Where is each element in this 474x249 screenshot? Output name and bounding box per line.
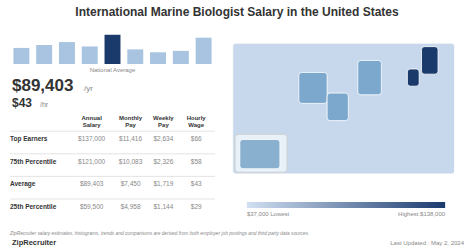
table-header: AnnualSalary xyxy=(81,115,102,128)
bar xyxy=(82,46,98,64)
map-region xyxy=(327,93,348,121)
alaska xyxy=(240,140,280,169)
bars xyxy=(13,35,211,64)
map-region xyxy=(299,72,327,103)
table-value: $43 xyxy=(191,180,202,187)
legend-high: Highest $138,000 xyxy=(398,211,446,217)
salary-small-suffix: /hr xyxy=(40,101,49,108)
bar xyxy=(36,45,52,64)
salary-small: $43 xyxy=(12,96,32,110)
color-legend xyxy=(247,202,445,208)
table-header: HourlyWage xyxy=(187,115,207,128)
table-value: $2,326 xyxy=(153,158,173,165)
footer: ZipRecruiter salary estimates, histogram… xyxy=(9,231,309,236)
table-value: $59,500 xyxy=(80,203,104,210)
table-rule xyxy=(10,199,215,200)
bar xyxy=(150,52,166,64)
logo: ZipRecruiter xyxy=(12,238,56,247)
table-value: $121,000 xyxy=(78,158,105,165)
salary-large-suffix: /yr xyxy=(84,84,93,93)
bar xyxy=(105,35,121,64)
map-body xyxy=(233,43,455,174)
table-header: MonthlyPay xyxy=(119,115,143,128)
bar xyxy=(59,42,75,64)
title: International Marine Biologist Salary in… xyxy=(75,5,399,19)
row-label: 75th Percentile xyxy=(10,158,57,165)
bar xyxy=(196,38,212,64)
table-value: $4,958 xyxy=(121,203,141,210)
table-value: $137,000 xyxy=(78,135,105,142)
table-rule xyxy=(10,153,215,154)
table-value: $58 xyxy=(191,158,202,165)
map-region-dark xyxy=(422,47,439,75)
salary-large: $89,403 xyxy=(12,76,73,95)
table-header: WeeklyPay xyxy=(153,115,174,128)
table-rule xyxy=(10,176,215,177)
table-value: $2,634 xyxy=(153,135,173,142)
table-value: $11,416 xyxy=(119,135,142,142)
table-value: $1,144 xyxy=(153,203,173,210)
table-value: $10,083 xyxy=(119,158,143,165)
map-region xyxy=(358,60,382,94)
bar xyxy=(173,51,189,64)
row-label: Top Earners xyxy=(10,135,48,143)
table-value: $89,403 xyxy=(80,180,104,187)
legend-low: $37,000 Lowest xyxy=(247,211,290,217)
table-value: $29 xyxy=(191,203,202,210)
alaska-inset xyxy=(235,134,287,172)
table-value: $66 xyxy=(191,135,202,142)
bar xyxy=(127,49,143,64)
row-label: Average xyxy=(10,180,36,188)
table-rule xyxy=(10,131,215,132)
table-value: $7,450 xyxy=(121,180,141,187)
chart-root: International Marine Biologist Salary in… xyxy=(0,0,474,249)
table-value: $1,719 xyxy=(153,180,173,187)
row-label: 25th Percentile xyxy=(10,203,57,210)
bar xyxy=(13,48,29,64)
map-region-dark xyxy=(407,69,419,86)
annotation: National Average xyxy=(90,67,136,73)
last-updated: Last Updated : May 2, 2024 xyxy=(390,240,464,246)
map xyxy=(233,43,455,174)
